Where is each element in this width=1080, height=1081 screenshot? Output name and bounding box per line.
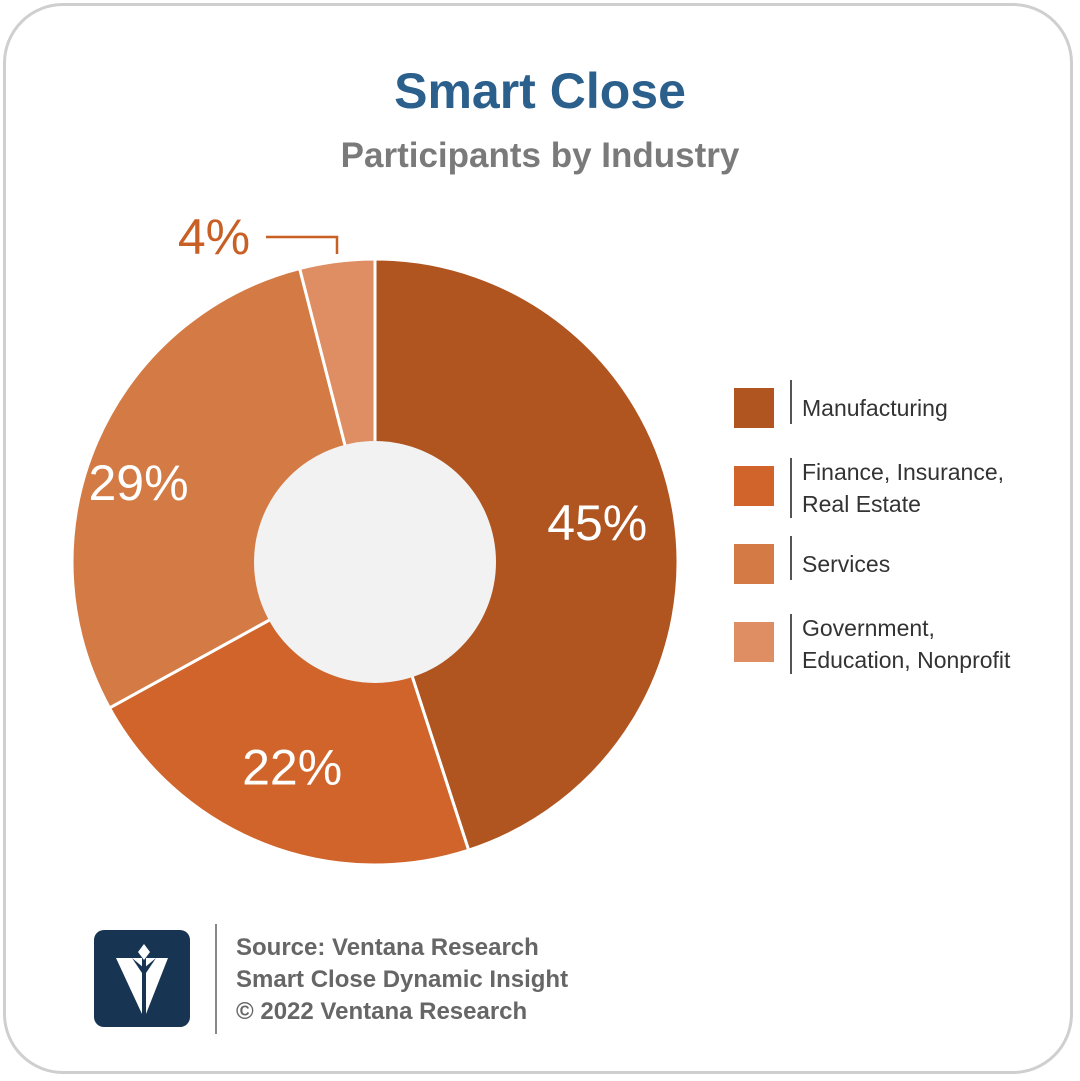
source-block: Source: Ventana Research Smart Close Dyn… — [236, 932, 568, 1028]
legend-swatch — [734, 544, 774, 584]
legend-item-finance: Finance, Insurance, Real Estate — [734, 458, 1064, 532]
data-label-services: 29% — [88, 455, 188, 511]
footer-divider — [215, 924, 217, 1034]
legend-divider — [790, 380, 792, 424]
callout-line — [266, 235, 339, 254]
ventana-v-logo-icon — [94, 930, 190, 1027]
legend-swatch — [734, 388, 774, 428]
legend-divider — [790, 614, 792, 674]
legend-label: Government, Education, Nonprofit — [802, 615, 1011, 673]
legend-divider — [790, 536, 792, 580]
source-text: Source: Ventana Research — [236, 934, 539, 961]
legend-swatch — [734, 466, 774, 506]
legend-label: Services — [802, 551, 891, 577]
legend-item-government: Government, Education, Nonprofit — [734, 614, 1064, 688]
copyright-text: © 2022 Ventana Research — [236, 998, 528, 1025]
data-label-manufacturing: 45% — [547, 495, 647, 551]
legend-swatch — [734, 622, 774, 662]
data-label-government: 4% — [178, 209, 250, 265]
legend-item-services: Services — [734, 536, 1064, 610]
legend-label: Manufacturing — [802, 395, 948, 421]
donut-hole — [254, 441, 496, 683]
chart-title: Smart Close — [394, 63, 686, 119]
slice-manufacturing — [373, 257, 680, 853]
chart-subtitle: Participants by Industry — [340, 136, 740, 175]
legend-item-manufacturing: Manufacturing — [734, 380, 1064, 454]
data-label-finance: 22% — [242, 739, 342, 795]
insight-text: Smart Close Dynamic Insight — [236, 966, 569, 993]
legend-label: Finance, Insurance, Real Estate — [802, 459, 1005, 517]
legend-divider — [790, 458, 792, 518]
